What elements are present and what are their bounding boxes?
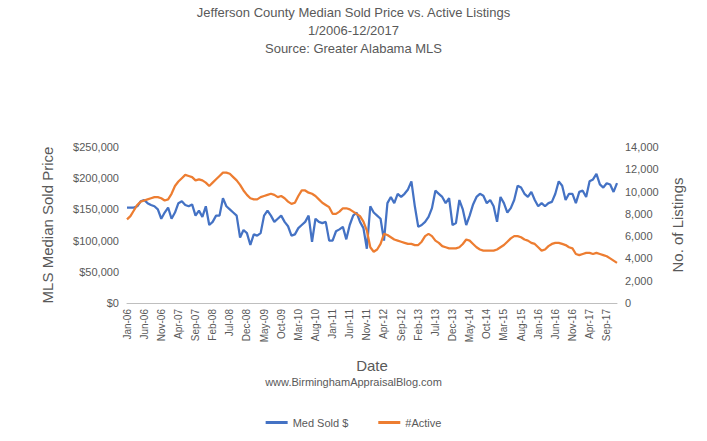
svg-text:MLS Median Sold Price: MLS Median Sold Price [39, 147, 56, 304]
svg-text:2,000: 2,000 [625, 275, 653, 287]
svg-text:Date: Date [356, 357, 388, 374]
svg-text:Jan-16: Jan-16 [533, 309, 544, 340]
svg-text:Nov-06: Nov-06 [156, 309, 167, 342]
svg-text:Aug-15: Aug-15 [516, 309, 527, 342]
svg-text:May-09: May-09 [259, 309, 270, 343]
svg-text:$50,000: $50,000 [79, 266, 119, 278]
svg-text:www.BirminghamAppraisalBlog.co: www.BirminghamAppraisalBlog.com [264, 376, 442, 388]
svg-text:Dec-08: Dec-08 [241, 309, 252, 342]
svg-text:Feb-13: Feb-13 [413, 309, 424, 341]
svg-text:Apr-07: Apr-07 [173, 309, 184, 339]
svg-text:6,000: 6,000 [625, 230, 653, 242]
svg-text:Sep-07: Sep-07 [190, 309, 201, 342]
svg-text:1/2006-12/2017: 1/2006-12/2017 [308, 23, 399, 38]
svg-text:Jul-08: Jul-08 [224, 309, 235, 337]
svg-text:4,000: 4,000 [625, 252, 653, 264]
svg-text:Apr-12: Apr-12 [378, 309, 389, 339]
svg-text:Oct-14: Oct-14 [481, 309, 492, 339]
svg-text:$150,000: $150,000 [73, 203, 119, 215]
svg-text:Mar-10: Mar-10 [293, 309, 304, 341]
svg-text:10,000: 10,000 [625, 186, 659, 198]
svg-text:Jun-11: Jun-11 [344, 309, 355, 339]
svg-text:May-14: May-14 [464, 309, 475, 343]
svg-text:#Active: #Active [405, 417, 441, 429]
svg-text:Aug-10: Aug-10 [310, 309, 321, 342]
svg-text:Med Sold $: Med Sold $ [293, 417, 349, 429]
svg-text:Jun-06: Jun-06 [139, 309, 150, 340]
svg-text:Jefferson County Median Sold P: Jefferson County Median Sold Price vs. A… [197, 5, 511, 20]
svg-text:Nov-11: Nov-11 [361, 309, 372, 341]
svg-text:Jul-13: Jul-13 [430, 309, 441, 337]
svg-text:8,000: 8,000 [625, 208, 653, 220]
svg-text:Jan-06: Jan-06 [122, 309, 133, 340]
svg-text:14,000: 14,000 [625, 141, 659, 153]
svg-text:$250,000: $250,000 [73, 141, 119, 153]
svg-text:Source: Greater Alabama MLS: Source: Greater Alabama MLS [265, 41, 442, 56]
svg-text:12,000: 12,000 [625, 163, 659, 175]
svg-text:Sep-17: Sep-17 [601, 309, 612, 342]
svg-text:Dec-13: Dec-13 [447, 309, 458, 342]
svg-text:Jan-11: Jan-11 [327, 309, 338, 339]
svg-text:0: 0 [625, 297, 631, 309]
svg-text:$0: $0 [107, 297, 119, 309]
svg-text:Oct-09: Oct-09 [276, 309, 287, 339]
svg-text:Apr-17: Apr-17 [584, 309, 595, 339]
svg-text:Feb-08: Feb-08 [207, 309, 218, 341]
svg-text:Jun-16: Jun-16 [550, 309, 561, 340]
svg-text:$200,000: $200,000 [73, 172, 119, 184]
svg-text:Sep-12: Sep-12 [396, 309, 407, 342]
svg-text:No. of Listings: No. of Listings [669, 177, 686, 272]
svg-text:Nov-16: Nov-16 [567, 309, 578, 342]
svg-text:Mar-15: Mar-15 [498, 309, 509, 341]
svg-text:$100,000: $100,000 [73, 235, 119, 247]
